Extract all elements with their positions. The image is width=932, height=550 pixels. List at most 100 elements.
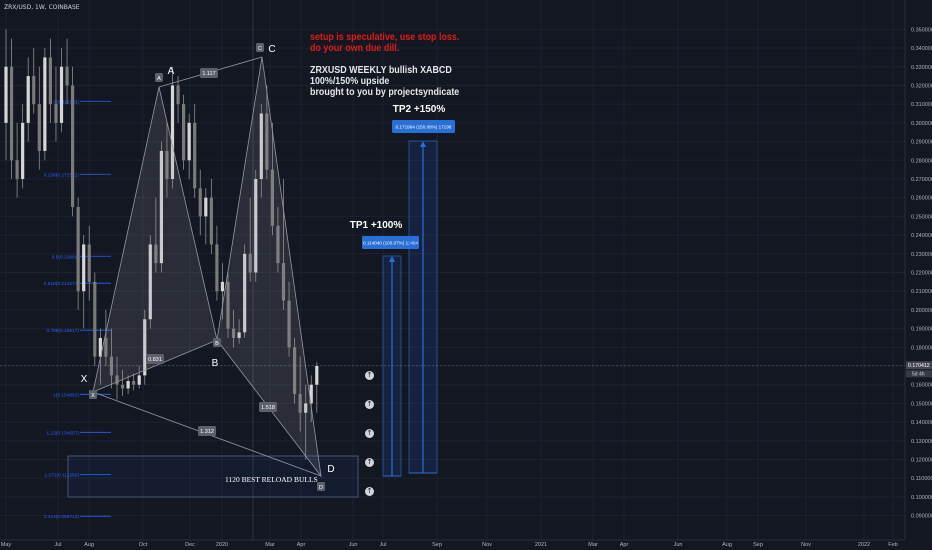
candle-body <box>32 76 36 105</box>
price-tick-label: 0.150000 <box>911 401 932 407</box>
ratio-value: 0.831 <box>148 357 162 363</box>
candle-body <box>43 57 47 151</box>
time-tick-label: Apr <box>297 542 306 548</box>
time-tick-label: 2020 <box>216 542 228 548</box>
candle-body <box>170 85 175 179</box>
price-tick-label: 0.220000 <box>911 271 932 277</box>
ratio-badge <box>200 68 218 78</box>
price-tick-label: 0.260000 <box>911 196 932 202</box>
reload-zone-box <box>67 455 359 498</box>
time-tick-label: Aug <box>84 542 94 548</box>
ratio-badge <box>198 426 216 436</box>
candle-body <box>281 263 286 301</box>
price-tick-label: 0.090000 <box>911 514 932 520</box>
candle-body <box>21 122 25 179</box>
candle-body <box>4 66 8 123</box>
candle-body <box>231 328 236 338</box>
price-tick-label: 0.100000 <box>911 495 932 501</box>
target-detail-text: 0.114040 (100.07%) 11404 <box>363 241 418 246</box>
candle-body <box>126 380 130 389</box>
arrow-up-icon[interactable]: ↑ <box>365 458 374 467</box>
idea-note: ZRXUSD WEEKLY bullish XABCD 100%/150% up… <box>310 64 460 98</box>
time-tick-label: Nov <box>801 542 811 548</box>
candle-body <box>209 197 213 245</box>
time-tick-label: Oct <box>139 542 148 548</box>
arrow-up-icon[interactable]: ↑ <box>365 429 374 438</box>
warning-note: setup is speculative, use stop loss. do … <box>310 31 460 54</box>
target-arrow-head <box>389 256 395 262</box>
pattern-point-badge-letter: B <box>215 341 219 347</box>
candle-body <box>248 253 252 273</box>
price-tick-label: 0.140000 <box>911 420 932 426</box>
fib-level-label: 0.786(0.18917) <box>46 328 79 334</box>
time-tick-label: Mar <box>265 542 275 548</box>
fib-level-label: 1.13(0.134557) <box>46 430 79 436</box>
candle-body <box>26 76 30 123</box>
ratio-value: 1.518 <box>261 405 275 411</box>
candle-body <box>265 113 269 170</box>
price-tick-label: 0.160000 <box>911 383 932 389</box>
price-tick-label: 0.210000 <box>911 289 932 295</box>
price-tick-label: 0.270000 <box>911 177 932 183</box>
candle-body <box>193 122 197 189</box>
candle-body <box>287 300 291 348</box>
countdown-value: 5d 4h <box>912 372 925 378</box>
pattern-point-badge-letter: D <box>319 485 323 491</box>
current-price-badge <box>906 361 932 370</box>
candle-body <box>276 225 280 264</box>
arrow-up-icon[interactable]: ↑ <box>365 487 374 496</box>
time-tick-label: Apr <box>620 542 629 548</box>
pattern-point-label: X <box>81 374 88 385</box>
arrow-up-icon[interactable]: ↑ <box>365 371 374 380</box>
ratio-badge <box>259 402 277 412</box>
time-tick-label: Jun <box>674 542 683 548</box>
candle-body <box>137 375 141 385</box>
arrow-up-icon[interactable]: ↑ <box>365 400 374 409</box>
fib-level-label: 0.236(0.272522) <box>44 172 80 178</box>
current-price-value: 0.170412 <box>908 363 930 369</box>
time-tick-label: Aug <box>722 542 732 548</box>
candle-body <box>143 319 147 376</box>
candle-body <box>309 384 313 404</box>
price-tick-label: 0.200000 <box>911 308 932 314</box>
countdown-badge <box>906 370 932 378</box>
pattern-xab-triangle <box>92 86 218 393</box>
price-tick-label: 0.230000 <box>911 252 932 258</box>
candle-body <box>37 104 41 151</box>
candle-body <box>132 380 136 385</box>
pattern-point-badge-letter: C <box>258 46 262 52</box>
target-arrow-head <box>420 141 426 147</box>
price-tick-label: 0.250000 <box>911 214 932 220</box>
price-tick-label: 0.320000 <box>911 83 932 89</box>
candle-body <box>254 178 258 273</box>
candle-body <box>120 384 125 389</box>
pattern-point-label: D <box>327 464 334 475</box>
price-tick-label: 0.300000 <box>911 121 932 127</box>
price-tick-label: 0.340000 <box>911 46 932 52</box>
candle-body <box>93 281 97 357</box>
fib-level-label: 0.5(0.22868) <box>52 254 80 260</box>
candle-body <box>198 188 202 217</box>
candle-body <box>304 403 308 413</box>
price-tick-label: 0.190000 <box>911 327 932 333</box>
candle-body <box>226 281 230 329</box>
candle-body <box>315 366 319 385</box>
candle-body <box>159 150 163 264</box>
candle-body <box>270 169 274 226</box>
candle-body <box>220 281 225 292</box>
reload-zone-label: 1120 BEST RELOAD BULLS <box>225 475 318 484</box>
fib-level-label: 1.414(0.089713) <box>44 514 80 520</box>
price-tick-label: 0.280000 <box>911 158 932 164</box>
price-tick-label: 0.120000 <box>911 458 932 464</box>
pattern-point-badge <box>89 390 97 399</box>
candle-body <box>59 66 64 123</box>
price-tick-label: 0.330000 <box>911 65 932 71</box>
candle-body <box>182 104 186 161</box>
candle-body <box>215 244 219 292</box>
candle-body <box>259 113 263 179</box>
fib-level-label: 0(0.311543) <box>53 99 79 105</box>
time-tick-label: Sep <box>432 542 442 548</box>
time-tick-label: Dec <box>185 542 195 548</box>
